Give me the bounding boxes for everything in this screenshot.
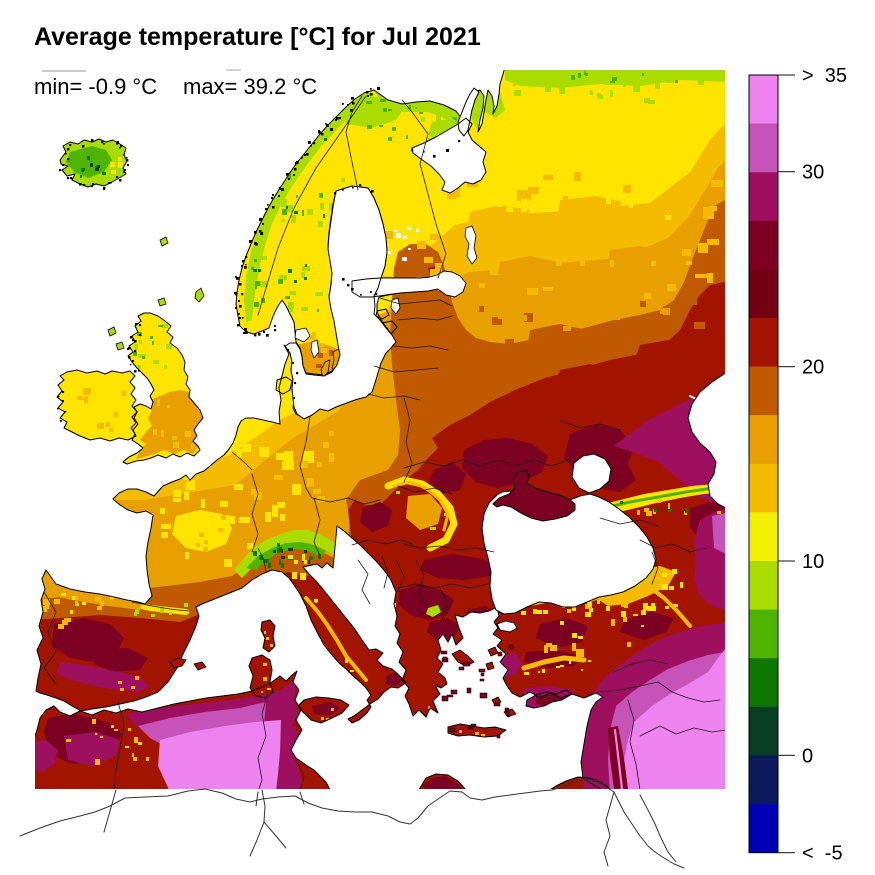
svg-text:20: 20 bbox=[802, 357, 824, 379]
svg-text:min= -0.9 °C: min= -0.9 °C bbox=[34, 74, 157, 99]
svg-text:< -5: < -5 bbox=[802, 843, 843, 865]
svg-text:30: 30 bbox=[802, 162, 824, 184]
svg-text:10: 10 bbox=[802, 551, 824, 573]
svg-text:Average temperature [°C] for J: Average temperature [°C] for Jul 2021 bbox=[34, 23, 481, 51]
svg-text:> 35: > 35 bbox=[802, 65, 847, 87]
svg-text:0: 0 bbox=[802, 745, 813, 767]
svg-text:max= 39.2 °C: max= 39.2 °C bbox=[183, 74, 317, 99]
